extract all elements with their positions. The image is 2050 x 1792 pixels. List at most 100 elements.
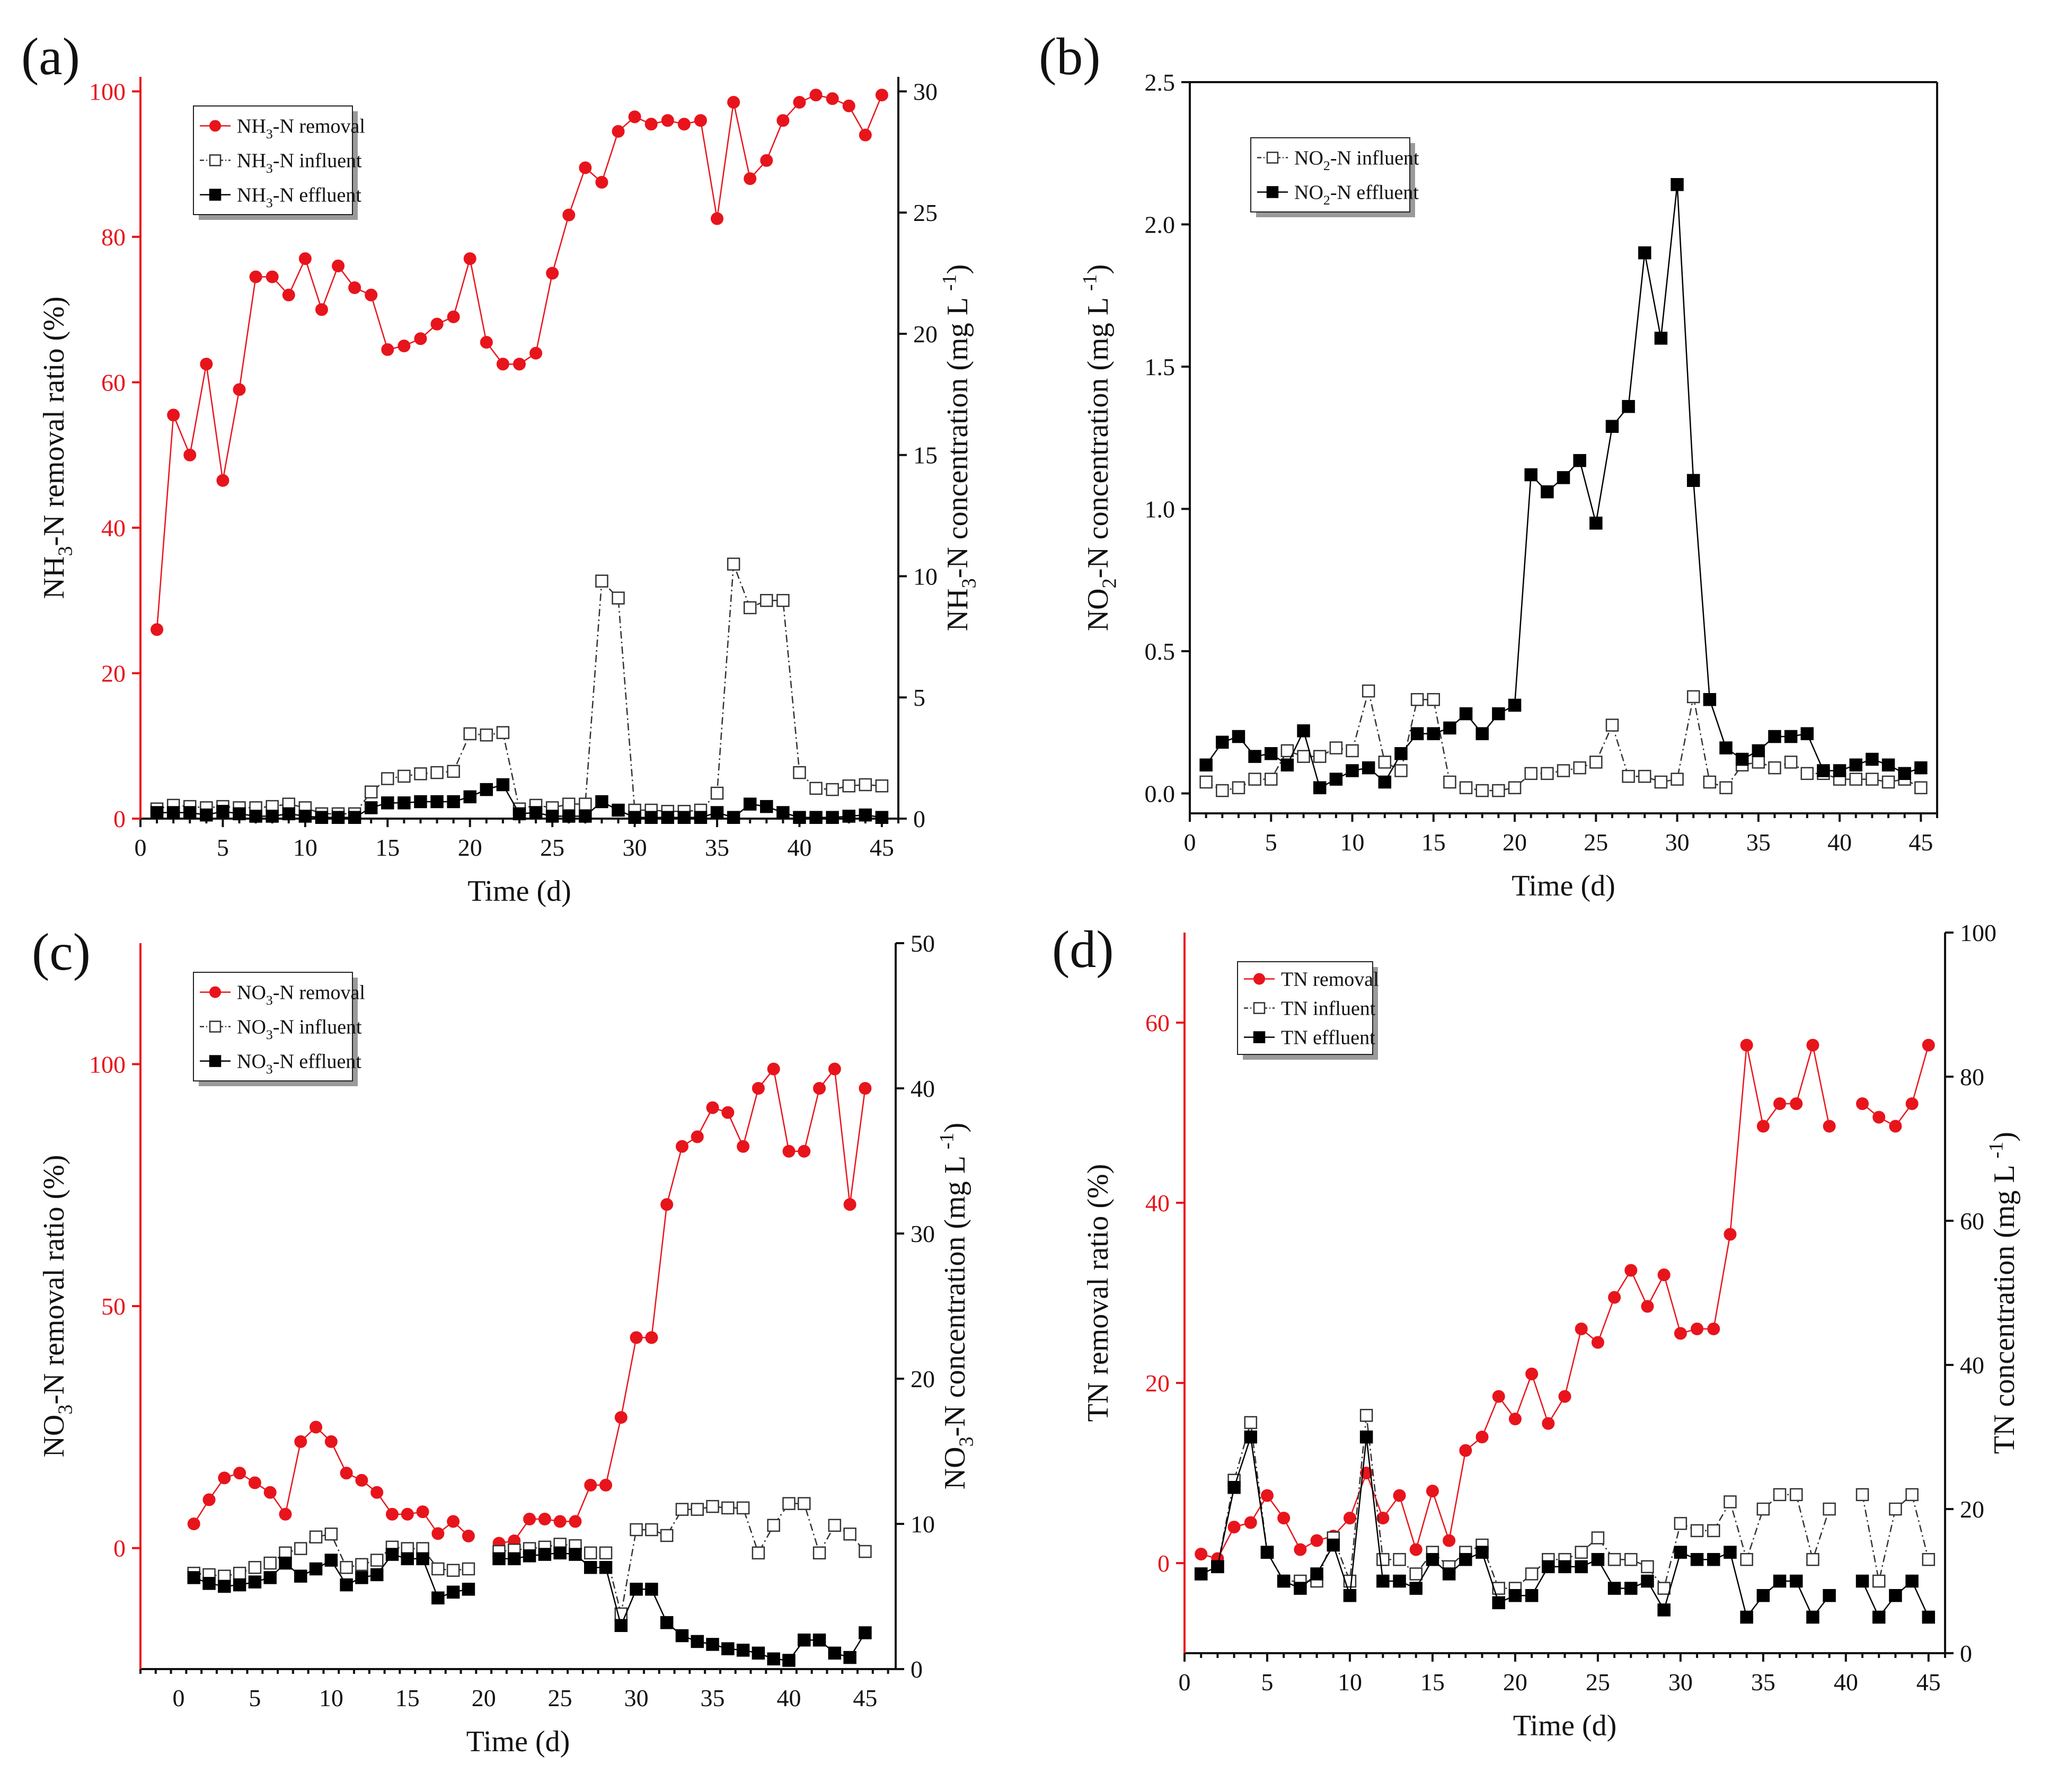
x-tick-label: 10: [319, 1684, 343, 1711]
data-point-effluent: [660, 1616, 674, 1629]
data-point-effluent: [691, 1635, 704, 1648]
data-point-removal: [595, 176, 608, 189]
data-point-effluent: [809, 811, 823, 824]
data-point-removal: [706, 1101, 719, 1114]
x-tick-label: 0: [1179, 1669, 1191, 1696]
x-tick-label: 25: [548, 1684, 572, 1711]
series-line-influent: [1861, 1493, 1930, 1582]
data-point-effluent: [1638, 246, 1651, 260]
data-point-effluent: [1872, 1610, 1886, 1624]
x-tick-label: 35: [1751, 1669, 1775, 1696]
left-tick-label: 100: [89, 1051, 126, 1078]
data-point-effluent: [385, 1548, 399, 1561]
data-point-influent: [1475, 784, 1489, 797]
data-point-influent: [710, 786, 724, 800]
data-point-effluent: [1922, 1610, 1936, 1624]
data-point-removal: [1905, 1097, 1919, 1110]
data-point-influent: [1362, 684, 1375, 698]
data-point-removal: [430, 317, 444, 331]
data-point-effluent: [1542, 1560, 1555, 1574]
data-point-removal: [875, 88, 888, 102]
data-point-removal: [1227, 1521, 1241, 1533]
data-point-influent: [1690, 1524, 1704, 1538]
data-point-effluent: [1260, 1546, 1274, 1559]
data-point-effluent: [1427, 727, 1441, 740]
data-point-influent: [1914, 781, 1928, 794]
data-point-effluent: [1624, 1582, 1638, 1595]
right-tick-label: 20: [911, 1365, 935, 1392]
data-point-effluent: [248, 1575, 262, 1589]
panel-label-d: (d): [1052, 920, 1114, 979]
x-tick-label: 40: [787, 834, 811, 861]
data-point-influent: [1410, 693, 1424, 706]
data-point-effluent: [1244, 1430, 1258, 1444]
data-point-effluent: [200, 808, 213, 822]
data-point-effluent: [364, 801, 378, 814]
x-tick-label: 30: [623, 834, 647, 861]
data-point-removal: [386, 1507, 399, 1521]
data-point-effluent: [355, 1571, 368, 1584]
data-point-removal: [200, 358, 213, 371]
left-tick-label: 20: [101, 660, 126, 687]
data-point-effluent: [721, 1642, 735, 1655]
left-axis-label: NO3-N removal ratio (%): [38, 1155, 77, 1457]
x-tick-label: 5: [1265, 829, 1277, 856]
data-point-effluent: [562, 810, 576, 823]
data-point-removal: [727, 96, 740, 109]
data-point-effluent: [1703, 693, 1717, 706]
x-tick-label: 45: [1916, 1669, 1941, 1696]
data-point-removal: [249, 270, 262, 283]
left-tick-label: 0.5: [1145, 638, 1176, 665]
panel-label-c: (c): [32, 922, 91, 981]
data-point-removal: [266, 270, 279, 283]
data-point-influent: [842, 779, 855, 793]
data-point-effluent: [1277, 1574, 1291, 1588]
data-point-removal: [843, 1198, 856, 1211]
data-point-removal: [447, 310, 460, 323]
data-point-effluent: [1654, 332, 1668, 345]
x-tick-label: 30: [624, 1684, 649, 1711]
left-tick-label: 100: [89, 78, 126, 105]
series-effluent: [1199, 178, 1928, 794]
data-point-removal: [694, 114, 707, 127]
data-point-removal: [1376, 1512, 1390, 1524]
data-point-removal: [579, 161, 592, 174]
data-point-removal: [809, 88, 823, 102]
data-point-removal: [397, 339, 411, 352]
data-point-effluent: [1740, 1610, 1753, 1624]
data-point-influent: [595, 574, 608, 588]
data-point-removal: [798, 1145, 811, 1158]
data-point-removal: [416, 1505, 429, 1519]
legend: NO3-N removal NO3-N influent NO3-N effluen…: [193, 972, 365, 1086]
data-point-removal: [294, 1435, 307, 1448]
data-point-influent: [462, 1562, 475, 1576]
data-point-effluent: [202, 1577, 216, 1590]
data-point-influent: [1359, 1408, 1373, 1422]
data-point-influent: [1674, 1516, 1687, 1530]
data-point-effluent: [584, 1560, 597, 1574]
data-point-effluent: [523, 1549, 536, 1563]
data-point-removal: [1806, 1039, 1819, 1052]
x-tick-label: 20: [1503, 829, 1527, 856]
data-point-effluent: [1558, 1560, 1571, 1574]
data-point-removal: [1790, 1097, 1803, 1110]
data-point-effluent: [1833, 764, 1846, 777]
x-tick-label: 10: [1340, 829, 1365, 856]
data-point-influent: [645, 1523, 658, 1537]
data-point-effluent: [1889, 1589, 1902, 1602]
data-point-effluent: [1508, 698, 1522, 712]
data-point-influent: [743, 601, 757, 615]
data-point-effluent: [1573, 454, 1586, 467]
data-point-effluent: [1690, 1553, 1704, 1566]
data-point-effluent: [1459, 707, 1473, 721]
left-tick-label: 2.0: [1145, 211, 1176, 238]
data-point-influent: [1492, 784, 1505, 797]
data-point-effluent: [1194, 1567, 1208, 1581]
legend-label-removal: NO3-N removal: [237, 982, 365, 1008]
x-tick-label: 10: [1338, 1669, 1362, 1696]
data-point-effluent: [776, 806, 790, 819]
right-tick-label: 15: [913, 442, 938, 469]
data-point-effluent: [859, 1626, 872, 1639]
data-point-influent: [1459, 781, 1473, 794]
data-point-effluent: [1376, 1574, 1390, 1588]
